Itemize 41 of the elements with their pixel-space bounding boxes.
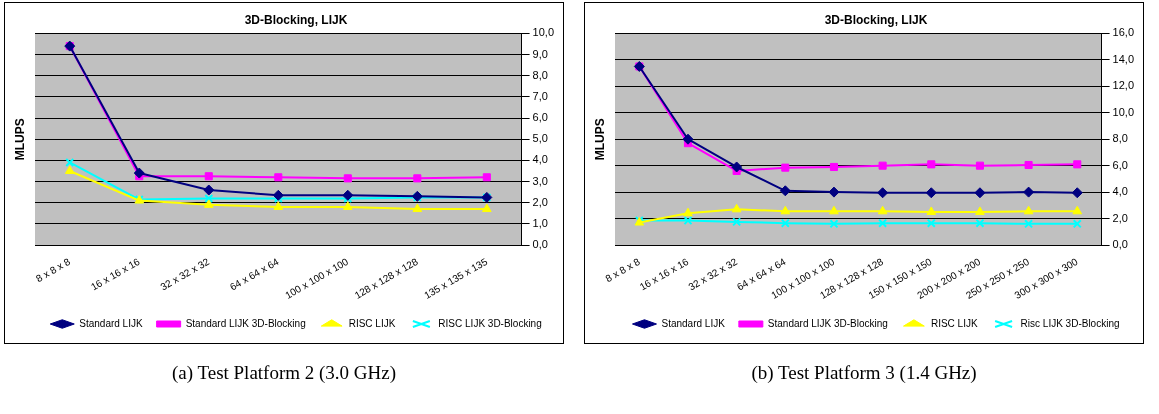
x-tick-label: 100 x 100 x 100 — [283, 255, 351, 301]
y-tick-label: 7,0 — [532, 89, 548, 102]
x-tick-label: 16 x 16 x 16 — [89, 255, 143, 293]
legend-label: RISC LIJK 3D-Blocking — [438, 317, 542, 329]
y-tick-label: 0,0 — [532, 238, 548, 251]
y-tick-label: 5,0 — [532, 132, 548, 145]
y-tick-label: 4,0 — [1112, 185, 1128, 198]
y-tick-label: 9,0 — [532, 47, 548, 60]
x-tick-label: 32 x 32 x 32 — [158, 255, 212, 293]
y-tick-label: 6,0 — [1112, 158, 1128, 171]
x-tick-label: 8 x 8 x 8 — [33, 255, 73, 285]
y-tick-label: 16,0 — [1112, 26, 1135, 39]
y-tick-label: 6,0 — [532, 111, 548, 124]
x-tick-label: 128 x 128 x 128 — [352, 255, 421, 301]
legend-label: Risc LIJK 3D-Blocking — [1020, 317, 1120, 329]
legend-label: Standard LIJK — [79, 317, 143, 329]
y-tick-label: 8,0 — [1112, 132, 1128, 145]
y-tick-label: 2,0 — [532, 195, 548, 208]
text: (b) Test Platform 3 (1.4 GHz) — [750, 362, 978, 384]
y-axis-title: MLUPS — [593, 118, 608, 161]
text: (a) Test Platform 2 (3.0 GHz) — [170, 362, 398, 384]
y-tick-label: 0,0 — [1112, 238, 1128, 251]
legend-label: Standard LIJK 3D-Blocking — [185, 317, 306, 329]
y-tick-label: 2,0 — [1112, 211, 1128, 224]
legend-label: RISC LIJK — [930, 317, 978, 329]
y-tick-label: 10,0 — [532, 26, 555, 39]
legend-label: Standard LIJK 3D-Blocking — [767, 317, 888, 329]
y-tick-label: 10,0 — [1112, 105, 1135, 118]
chart-title: 3D-Blocking, LIJK — [824, 12, 928, 27]
y-tick-label: 3,0 — [532, 174, 548, 187]
chart-title: 3D-Blocking, LIJK — [244, 12, 348, 27]
legend-label: RISC LIJK — [348, 317, 396, 329]
x-tick-label: 64 x 64 x 64 — [228, 255, 282, 293]
x-tick-label: 135 x 135 x 135 — [422, 255, 490, 301]
legend-label: Standard LIJK — [661, 317, 726, 329]
y-tick-label: 14,0 — [1112, 52, 1135, 65]
y-axis-title: MLUPS — [13, 118, 28, 161]
y-tick-label: 1,0 — [532, 216, 548, 229]
y-tick-label: 8,0 — [532, 68, 548, 81]
y-tick-label: 12,0 — [1112, 79, 1135, 92]
y-tick-label: 4,0 — [532, 153, 548, 166]
